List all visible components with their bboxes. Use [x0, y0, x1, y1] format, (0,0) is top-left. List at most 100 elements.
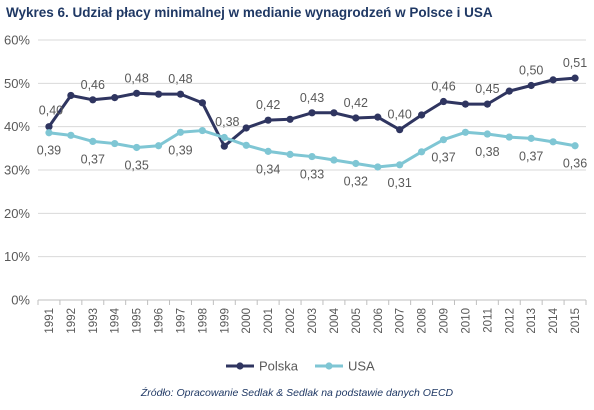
- data-point: [111, 94, 119, 102]
- x-tick-label: 2002: [285, 308, 297, 334]
- data-point: [352, 159, 360, 168]
- data-point: [483, 130, 491, 138]
- data-label: 0,40: [39, 104, 63, 118]
- data-point: [527, 134, 535, 142]
- data-label: 0,51: [563, 56, 587, 70]
- x-tick-label: 2003: [307, 308, 319, 334]
- data-label: 0,39: [37, 144, 61, 158]
- x-tick-label: 1992: [66, 308, 78, 334]
- x-tick-label: 2001: [263, 308, 275, 334]
- x-tick-label: 1991: [44, 308, 56, 334]
- data-point: [461, 128, 470, 136]
- data-point: [461, 100, 470, 108]
- data-point: [198, 99, 206, 107]
- data-label: 0,37: [431, 151, 455, 165]
- data-point: [308, 152, 316, 161]
- x-tick-label: 2015: [570, 308, 582, 334]
- data-point: [176, 128, 185, 136]
- x-tick-label: 2005: [351, 308, 363, 334]
- x-tick-label: 2008: [417, 308, 429, 334]
- data-point: [396, 126, 404, 134]
- x-tick-label: 2007: [395, 308, 407, 334]
- legend-marker: [325, 362, 333, 370]
- y-tick-label: 0%: [11, 293, 30, 308]
- source-note: Źródło: Opracowanie Sedlak & Sedlak na p…: [140, 387, 454, 399]
- data-point: [286, 115, 294, 123]
- data-point: [396, 161, 404, 169]
- x-tick-label: 1994: [110, 307, 122, 333]
- data-label: 0,34: [256, 162, 280, 176]
- data-point: [571, 74, 579, 82]
- data-point: [505, 133, 513, 141]
- x-tick-label: 2011: [482, 308, 494, 333]
- data-point: [264, 147, 272, 155]
- data-point: [133, 143, 141, 152]
- x-tick-label: 2004: [329, 307, 341, 333]
- data-label: 0,50: [519, 64, 543, 78]
- data-point: [220, 133, 228, 142]
- data-label: 0,37: [81, 152, 105, 166]
- y-tick-label: 20%: [4, 206, 30, 221]
- data-point: [374, 113, 382, 121]
- y-tick-label: 30%: [4, 163, 30, 178]
- data-point: [439, 97, 448, 106]
- data-point: [154, 90, 163, 98]
- x-tick-label: 1998: [197, 308, 209, 334]
- x-tick-label: 1996: [154, 308, 166, 334]
- x-tick-label: 2014: [548, 307, 560, 333]
- data-point: [45, 129, 53, 137]
- data-label: 0,38: [475, 145, 499, 159]
- data-point: [67, 91, 75, 100]
- x-tick-label: 2000: [241, 308, 253, 334]
- data-label: 0,42: [256, 98, 280, 112]
- x-tick-label: 1993: [88, 308, 100, 334]
- data-point: [549, 138, 557, 146]
- legend-label-usa: USA: [348, 359, 375, 374]
- data-label: 0,40: [388, 108, 412, 122]
- data-label: 0,39: [168, 143, 192, 157]
- data-point: [176, 90, 185, 98]
- data-point: [505, 87, 513, 95]
- y-tick-label: 50%: [4, 76, 30, 91]
- data-point: [264, 116, 272, 124]
- data-point: [67, 131, 75, 139]
- data-point: [89, 96, 97, 104]
- x-tick-label: 1997: [175, 308, 187, 334]
- y-tick-label: 40%: [4, 119, 30, 134]
- legend-label-polska: Polska: [259, 359, 299, 374]
- legend-marker: [236, 362, 244, 370]
- data-label: 0,37: [519, 149, 543, 163]
- data-point: [549, 76, 557, 84]
- data-point: [571, 142, 579, 150]
- data-label: 0,46: [81, 78, 105, 92]
- data-label: 0,38: [215, 115, 239, 129]
- y-tick-label: 60%: [4, 33, 30, 48]
- data-label: 0,33: [300, 168, 324, 182]
- data-point: [154, 142, 163, 150]
- data-label: 0,36: [563, 157, 587, 171]
- data-point: [242, 124, 250, 132]
- data-point: [418, 111, 426, 119]
- data-label: 0,35: [124, 158, 148, 172]
- data-point: [418, 148, 426, 156]
- data-point: [133, 89, 141, 97]
- data-point: [220, 142, 228, 150]
- data-label: 0,48: [168, 72, 192, 86]
- data-label: 0,32: [344, 175, 368, 189]
- chart-title: Wykres 6. Udział płacy minimalnej w medi…: [6, 5, 493, 20]
- x-tick-label: 1999: [219, 308, 231, 334]
- x-tick-label: 2013: [526, 308, 538, 334]
- data-point: [330, 109, 338, 117]
- data-point: [439, 136, 448, 144]
- data-label: 0,31: [388, 176, 412, 190]
- data-point: [286, 150, 294, 158]
- data-point: [242, 141, 250, 149]
- data-point: [483, 100, 491, 108]
- data-point: [527, 81, 535, 90]
- data-label: 0,48: [124, 71, 148, 85]
- data-point: [374, 163, 382, 171]
- data-label: 0,45: [475, 82, 499, 96]
- data-point: [352, 114, 360, 122]
- data-point: [89, 137, 97, 145]
